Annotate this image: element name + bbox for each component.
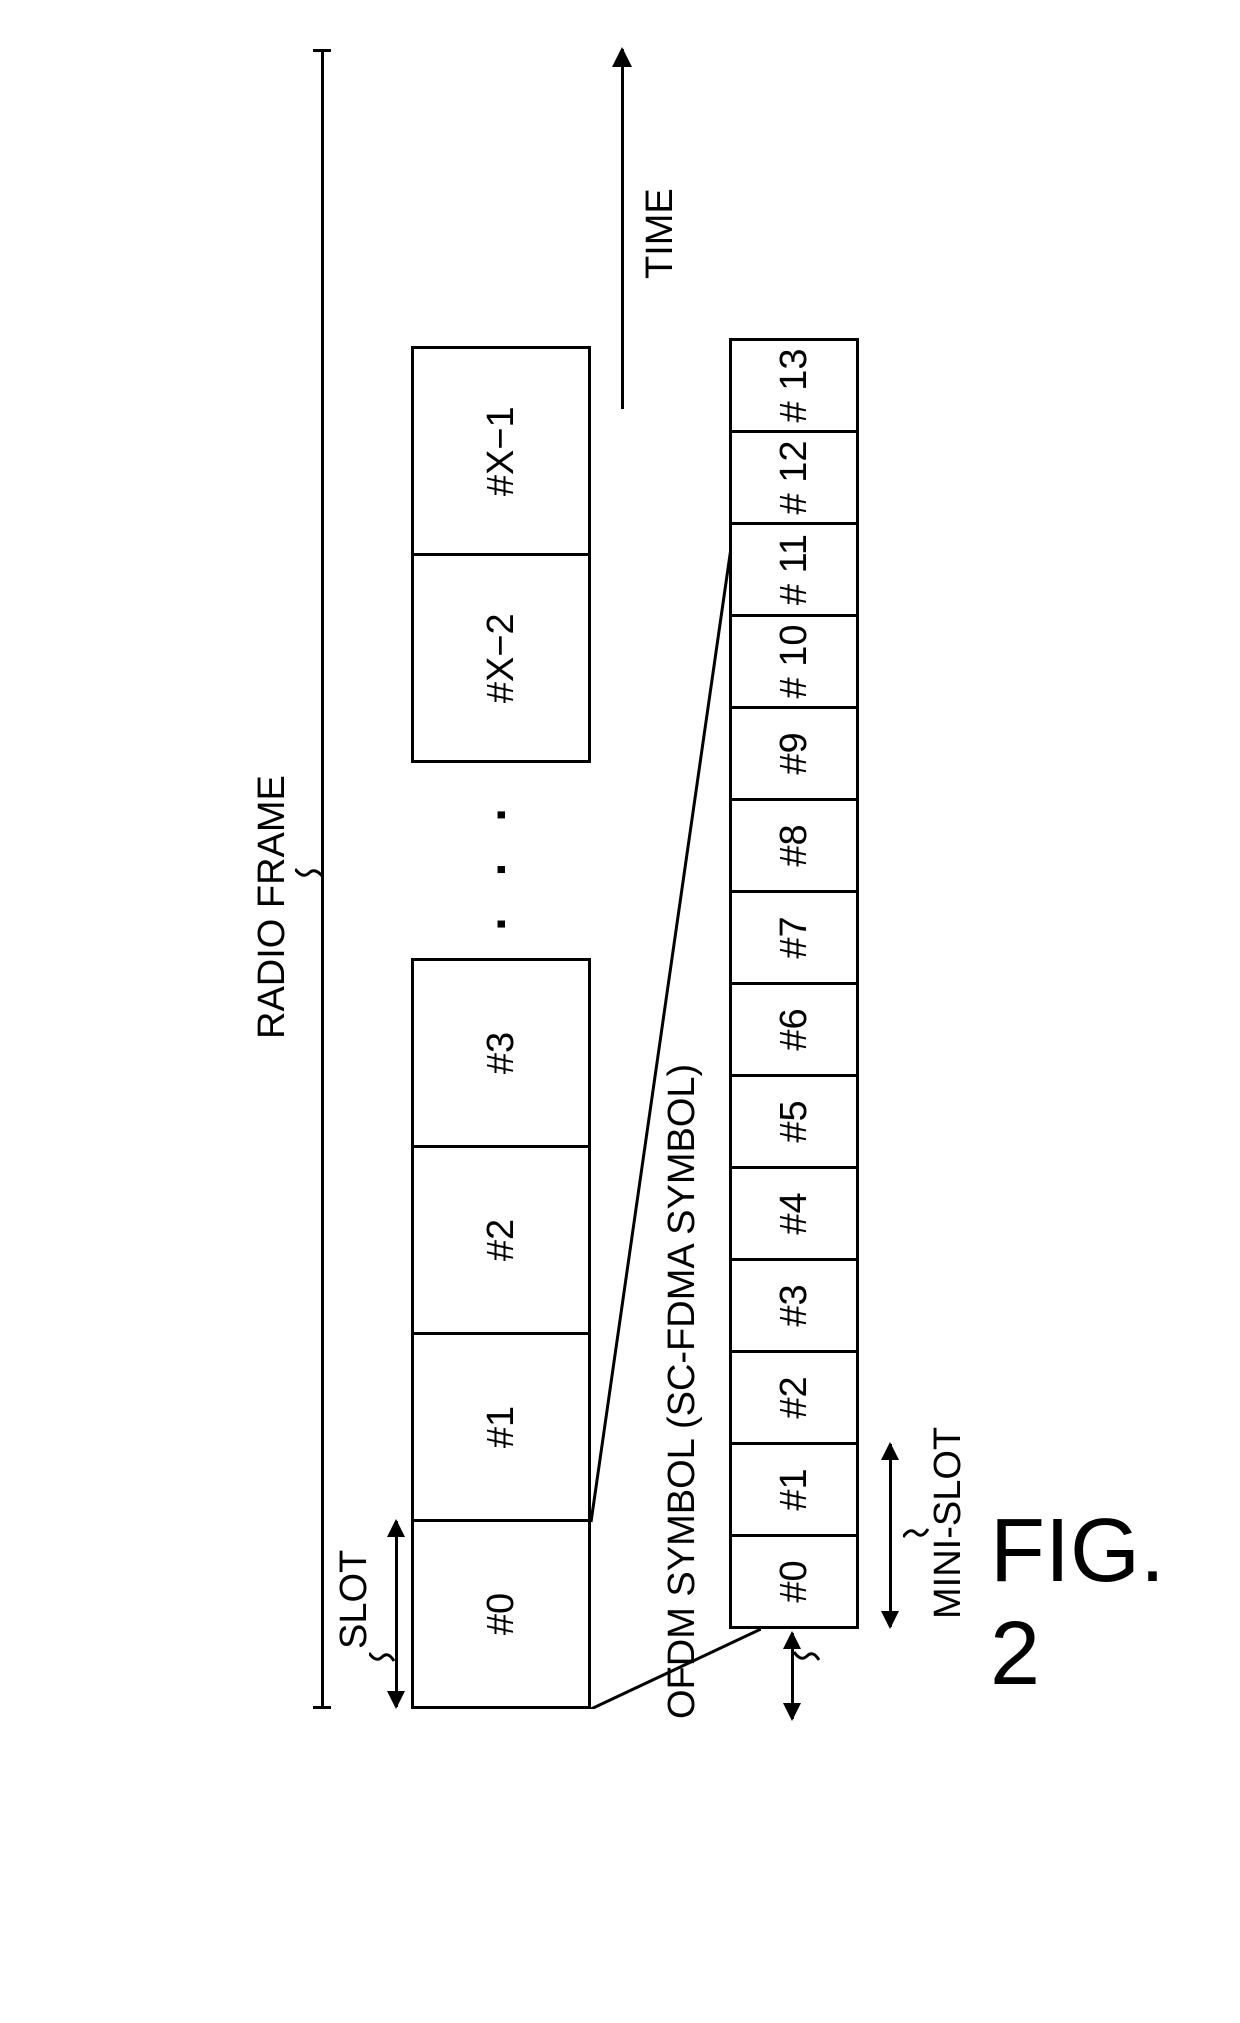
symbol-cell-0: #0 [729, 1534, 859, 1629]
slot-bracket: SLOT [341, 0, 411, 1709]
ofdm-label: OFDM SYMBOL (SC-FDMA SYMBOL) [661, 1064, 704, 1719]
slot-cell-2: #2 [411, 1145, 591, 1335]
time-label: TIME [639, 188, 682, 279]
slot-ellipsis: · · · [472, 763, 530, 961]
symbol-cell-1: #1 [729, 1442, 859, 1537]
symbol-cell-6: #6 [729, 982, 859, 1077]
symbol-cell-9: #9 [729, 706, 859, 801]
slot-cell-x2: #X−2 [411, 553, 591, 763]
figure-caption: FIG. 2 [990, 1500, 1240, 1706]
symbol-cell-11: # 11 [729, 522, 859, 617]
diagram-container: RADIO FRAME SLOT #0 #1 #2 #3 · · · #X−2 … [251, 0, 989, 1769]
slot-curly [369, 1641, 395, 1671]
slot-cell-1: #1 [411, 1332, 591, 1522]
symbol-cell-7: #7 [729, 890, 859, 985]
slot-label: SLOT [333, 1550, 376, 1649]
symbol-row: #0 #1 #2 #3 #4 #5 #6 #7 #8 #9 # 10 # 11 … [729, 0, 859, 1629]
symbol-cell-10: # 10 [729, 614, 859, 709]
symbol-cell-4: #4 [729, 1166, 859, 1261]
time-axis: TIME [621, 49, 624, 409]
slot-cell-3: #3 [411, 958, 591, 1148]
mini-slot-label: MINI-SLOT [927, 1427, 970, 1619]
symbol-cell-12: # 12 [729, 430, 859, 525]
mini-slot-bracket: MINI-SLOT [879, 0, 989, 1629]
symbol-cell-8: #8 [729, 798, 859, 893]
slot-cell-0: #0 [411, 1519, 591, 1709]
mini-slot-curly [903, 1519, 929, 1549]
symbol-cell-3: #3 [729, 1258, 859, 1353]
symbol-cell-13: # 13 [729, 338, 859, 433]
symbol-cell-5: #5 [729, 1074, 859, 1169]
symbol-cell-2: #2 [729, 1350, 859, 1445]
radio-frame-bracket: RADIO FRAME [251, 0, 341, 1709]
slot-row: #0 #1 #2 #3 · · · #X−2 #X−1 [411, 0, 591, 1709]
slot-cell-x1: #X−1 [411, 346, 591, 556]
radio-frame-label: RADIO FRAME [251, 775, 294, 1039]
